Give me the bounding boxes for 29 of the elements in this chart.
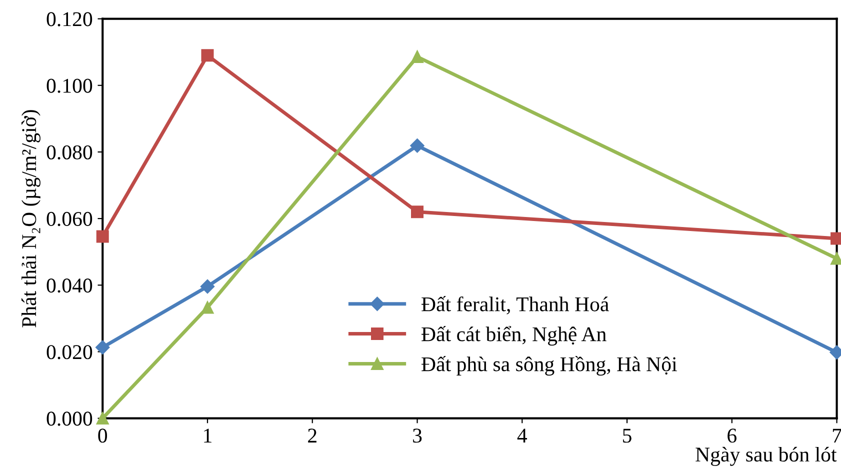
- x-tick-label: 4: [517, 428, 528, 442]
- point: [201, 301, 214, 314]
- x-tick-label: 7: [832, 428, 841, 442]
- point: [411, 50, 424, 64]
- legend-label: Đất cát biển, Nghệ An: [422, 326, 606, 346]
- point: [201, 49, 214, 62]
- point: [96, 230, 109, 243]
- y-axis-title: Phát thải N₂O (µg/m²/giờ): [21, 110, 40, 328]
- x-tick-label: 3: [413, 428, 422, 443]
- y-tick-label: 0.040: [46, 278, 92, 293]
- y-tick-label: 0.080: [46, 145, 92, 160]
- x-tick-label: 2: [308, 428, 316, 442]
- x-axis-title: Ngày sau bón lót: [696, 446, 837, 466]
- point: [411, 206, 424, 218]
- x-tick-label: 5: [623, 428, 632, 443]
- x-tick-label: 1: [204, 428, 212, 442]
- point: [200, 279, 215, 294]
- y-tick-label: 0.000: [46, 412, 92, 426]
- point: [96, 340, 110, 354]
- x-tick-label: 6: [728, 428, 736, 443]
- y-tick-label: 0.020: [46, 345, 92, 360]
- legend-label: Đất phù sa sông Hồng, Hà Nội: [422, 356, 677, 376]
- legend-label: Đất feralit, Thanh Hoá: [422, 296, 609, 314]
- x-tick-label: 0: [98, 428, 108, 443]
- y-tick-label: 0.120: [46, 12, 92, 26]
- point: [410, 138, 424, 153]
- y-tick-label: 0.060: [46, 212, 92, 226]
- y-tick-label: 0.100: [46, 78, 92, 93]
- point: [96, 412, 109, 425]
